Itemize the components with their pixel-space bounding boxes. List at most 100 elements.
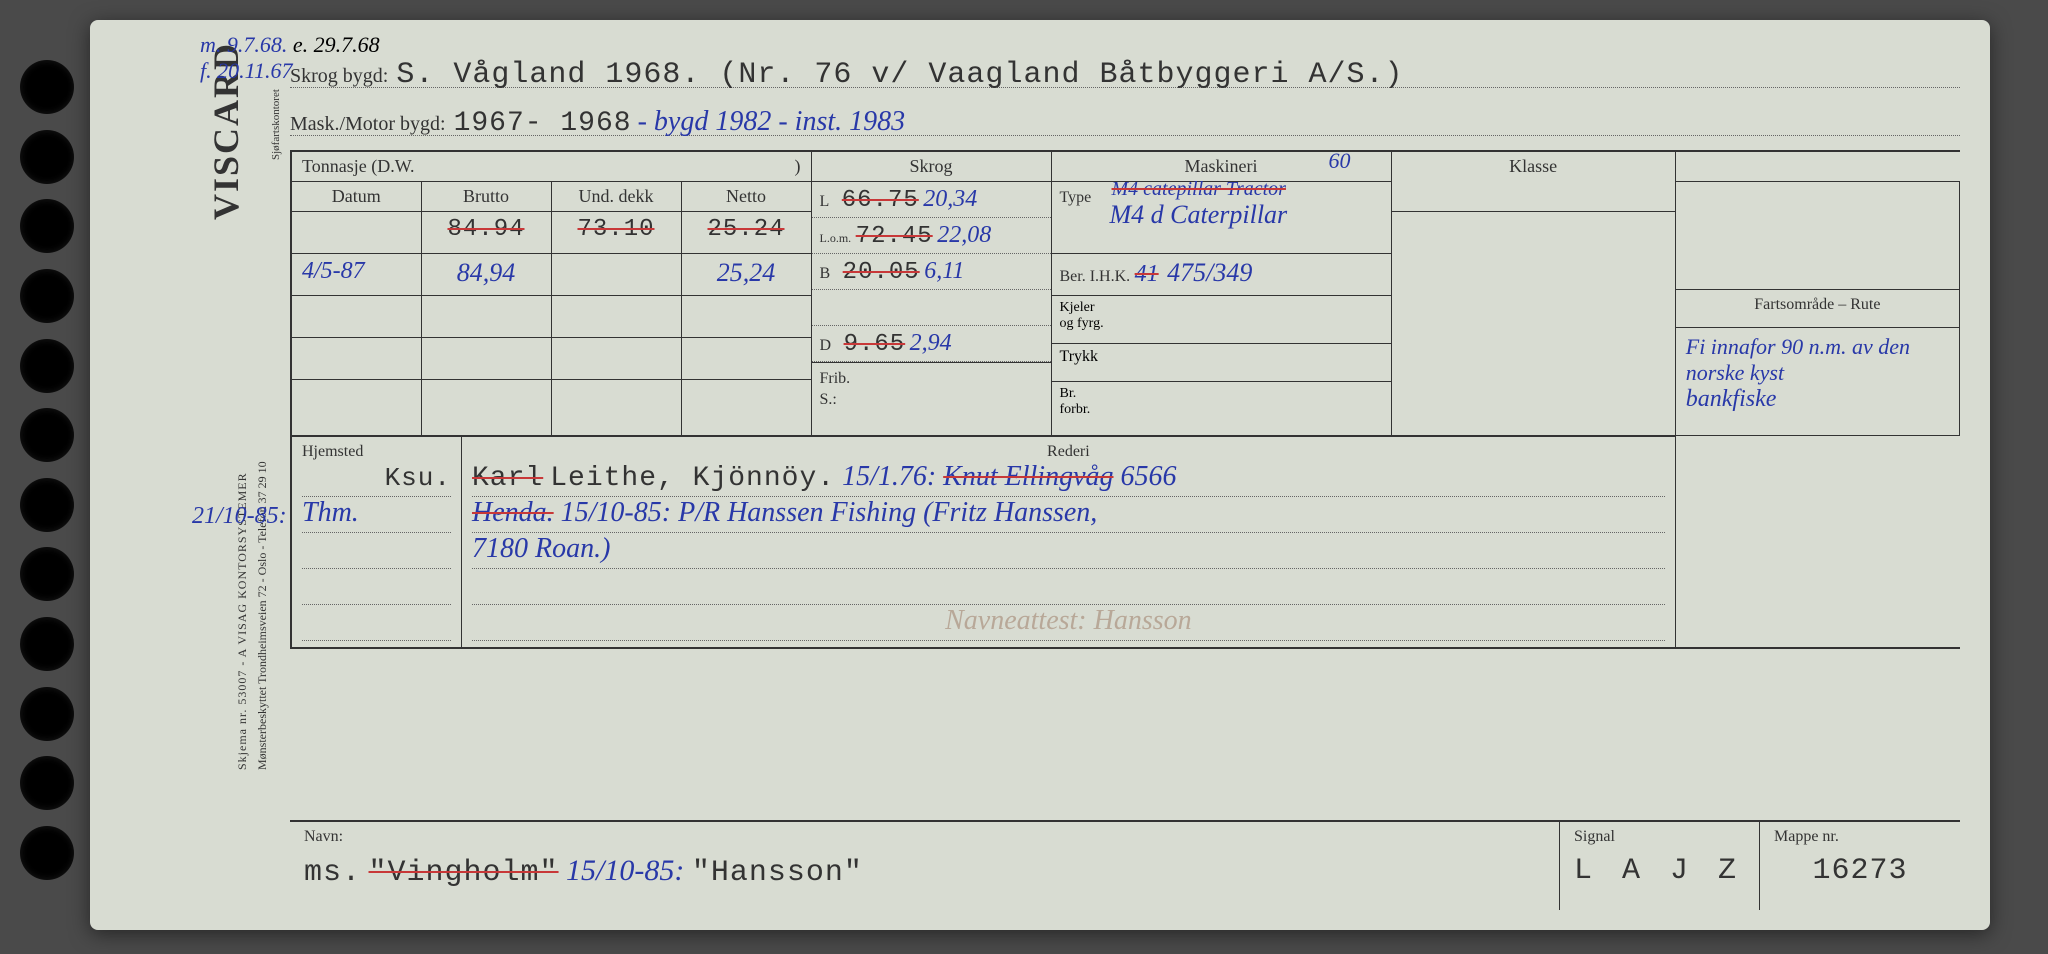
signal-cell: Signal L A J Z	[1560, 822, 1760, 910]
rederi-knut: Knut Ellingvåg	[943, 461, 1113, 492]
main-table: Tonnasje (D.W.) Skrog Maskineri 60 Klass…	[290, 150, 1960, 649]
hole	[20, 130, 74, 184]
motor-bygd-typed: 1967- 1968	[454, 108, 632, 139]
cell-netto-2: 25,24	[681, 254, 811, 296]
ihk-label: Ber. I.H.K.	[1060, 268, 1131, 285]
skrog-header: Skrog	[811, 151, 1051, 182]
kjeler-label: Kjeler og fyrg.	[1052, 296, 1391, 344]
d-old: 9.65	[844, 331, 906, 358]
lom-old: 72.45	[856, 223, 933, 250]
bottom-row: Navn: ms. "Vingholm" 15/10-85: "Hansson"…	[290, 820, 1960, 910]
l-label: L	[820, 193, 830, 210]
navn-struck: "Vingholm"	[369, 856, 559, 890]
l-new: 20,34	[923, 186, 977, 212]
maskineri-60: 60	[1329, 148, 1351, 174]
b-new: 6,11	[924, 258, 964, 284]
hole	[20, 756, 74, 810]
motor-bygd-hand: - bygd 1982 - inst. 1983	[638, 106, 906, 138]
hole	[20, 478, 74, 532]
ihk-old: 41	[1135, 261, 1159, 287]
tonnasje-header: Tonnasje (D.W.)	[291, 151, 811, 182]
l-old: 66.75	[842, 187, 919, 214]
datum-header: Datum	[291, 182, 421, 212]
rederi-karl: Karl	[472, 463, 543, 494]
hole	[20, 547, 74, 601]
d-new: 2,94	[910, 330, 952, 356]
signal-value: L A J Z	[1574, 854, 1745, 888]
motor-bygd-row: Mask./Motor bygd: 1967- 1968 - bygd 1982…	[290, 88, 1960, 136]
ihk-new: 475/349	[1167, 258, 1252, 287]
navn-label: Navn:	[304, 828, 1545, 846]
binder-holes	[20, 60, 80, 880]
cell-netto-1: 25.24	[681, 212, 811, 254]
lom-new: 22,08	[937, 222, 991, 248]
cell-datum-2: 4/5-87	[291, 254, 421, 296]
netto-header: Netto	[681, 182, 811, 212]
hole	[20, 339, 74, 393]
hole	[20, 826, 74, 880]
farts-hand1: Fi innafor 90 n.m. av den norske kyst	[1686, 334, 1949, 386]
side-address: Mønsterbeskyttet Trondheimsveien 72 - Os…	[255, 70, 295, 770]
fartsomrade-label: Fartsområde – Rute	[1676, 290, 1959, 328]
rederi-date2b: 15/10-85:	[561, 497, 671, 528]
rederi-col: Rederi Karl Leithe, Kjönnöy. 15/1.76: Kn…	[462, 437, 1675, 647]
type-value: M4 d Caterpillar	[1110, 200, 1288, 230]
br-label: Br. forbr.	[1052, 382, 1391, 430]
cell-datum-1	[291, 212, 421, 254]
rederi-label: Rederi	[472, 443, 1665, 461]
motor-bygd-label: Mask./Motor bygd:	[290, 113, 446, 136]
hjemsted-ksu: Ksu.	[302, 461, 451, 497]
rederi-roan: 7180 Roan.)	[472, 533, 1665, 569]
index-card: VISCARD Skjema nr. 53007 - A VISAG KONTO…	[90, 20, 1990, 930]
type-struck: M4 catepillar Tractor	[1112, 178, 1286, 201]
skrog-bygd-value: S. Vågland 1968. (Nr. 76 v/ Vaagland Båt…	[396, 58, 1403, 92]
skrog-column: L 66.75 20,34 L.o.m. 72.45 22,08 B 20.05…	[811, 182, 1051, 436]
hole	[20, 60, 74, 114]
skrog-bygd-row: Skrog bygd: S. Vågland 1968. (Nr. 76 v/ …	[290, 40, 1960, 88]
cell-unddekk-2	[551, 254, 681, 296]
skrog-bygd-label: Skrog bygd:	[290, 65, 388, 88]
klasse-column: Fartsområde – Rute Fi innafor 90 n.m. av…	[1675, 182, 1959, 436]
rederi-hanssen: P/R Hanssen Fishing (Fritz Hanssen,	[678, 497, 1097, 528]
brutto-header: Brutto	[421, 182, 551, 212]
mappe-value: 16273	[1774, 854, 1946, 888]
trykk-label: Trykk	[1052, 344, 1391, 382]
rederi-faded: Navneattest: Hansson	[472, 605, 1665, 641]
hjemsted-label: Hjemsted	[302, 443, 451, 461]
card-content: m. 9.7.68. e. 29.7.68 f. 20.11.67 Skrog …	[290, 40, 1960, 910]
mappe-label: Mappe nr.	[1774, 828, 1946, 846]
hjemsted-thm: Thm.	[302, 497, 359, 528]
farts-hand2: bankfiske	[1686, 386, 1949, 413]
note-f: f. 20.11.67	[200, 58, 292, 83]
navn-new: "Hansson"	[692, 856, 863, 890]
unddekk-header: Und. dekk	[551, 182, 681, 212]
b-old: 20.05	[843, 259, 920, 286]
rederi-leithe: Leithe, Kjönnöy.	[550, 463, 835, 494]
hole	[20, 687, 74, 741]
navn-prefix: ms.	[304, 856, 361, 890]
hole	[20, 199, 74, 253]
klasse-header: Klasse	[1391, 151, 1675, 212]
d-label: D	[820, 337, 832, 354]
maskineri-header: Maskineri 60	[1051, 151, 1391, 182]
mappe-cell: Mappe nr. 16273	[1760, 822, 1960, 910]
hole	[20, 269, 74, 323]
hole	[20, 617, 74, 671]
rederi-6566: 6566	[1121, 461, 1177, 492]
s-label: S.:	[820, 391, 837, 408]
signal-label: Signal	[1574, 828, 1745, 846]
type-label: Type	[1060, 189, 1092, 206]
rederi-date1: 15/1.76:	[842, 461, 936, 492]
note-m: m. 9.7.68.	[200, 32, 287, 57]
b-label: B	[820, 265, 831, 282]
cell-unddekk-1: 73.10	[551, 212, 681, 254]
navn-date: 15/10-85:	[566, 854, 684, 887]
lom-label: L.o.m.	[820, 231, 852, 245]
hjemsted-date2: 21/10-85:	[192, 503, 287, 530]
cell-brutto-1: 84.94	[421, 212, 551, 254]
frib-label: Frib.	[820, 370, 851, 387]
maskineri-column: Type M4 catepillar Tractor M4 d Caterpil…	[1051, 182, 1391, 436]
hole	[20, 408, 74, 462]
cell-brutto-2: 84,94	[421, 254, 551, 296]
hjemsted-col: Hjemsted Ksu. 21/10-85: Thm.	[292, 437, 462, 647]
